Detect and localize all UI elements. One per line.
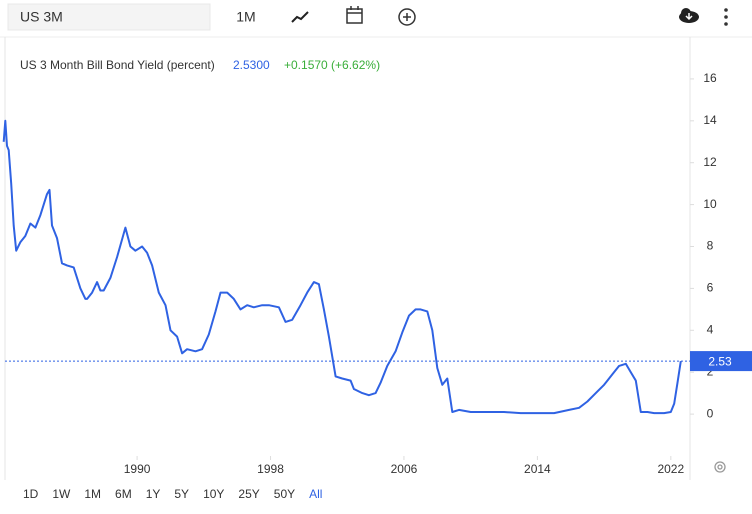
y-tick-label: 4 [707,322,714,336]
x-tick-label: 2022 [657,462,684,476]
y-tick-label: 10 [703,197,717,211]
range-button[interactable]: 25Y [238,487,259,501]
range-button[interactable]: 1D [23,487,39,501]
last-value: 2.5300 [233,58,270,72]
range-button[interactable]: 50Y [274,487,295,501]
x-tick-label: 1998 [257,462,284,476]
last-value-tag [690,351,752,372]
y-tick-label: 14 [703,113,717,127]
x-tick-label: 1990 [124,462,151,476]
range-button[interactable]: 1W [52,487,71,501]
series-title: US 3 Month Bill Bond Yield (percent) [20,58,215,72]
range-button[interactable]: 10Y [203,487,224,501]
last-value-tag-label: 2.53 [708,354,732,368]
calendar-icon[interactable] [346,6,363,24]
x-tick-label: 2014 [524,462,551,476]
change: +0.1570 (+6.62%) [284,58,380,72]
search-box[interactable] [7,3,211,31]
range-button[interactable]: 5Y [174,487,189,501]
chart-type-icon[interactable] [291,11,309,23]
range-button[interactable]: All [309,487,322,501]
y-tick-label: 6 [707,281,714,295]
y-tick-label: 8 [707,239,714,253]
add-icon[interactable] [398,8,416,26]
menu-icon[interactable] [724,8,728,26]
y-tick-label: 0 [707,406,714,420]
y-tick-label: 2 [707,364,714,378]
range-button[interactable]: 1Y [146,487,161,501]
search-text[interactable]: US 3M [20,9,63,25]
x-tick-label: 2006 [391,462,418,476]
y-tick-label: 16 [703,71,717,85]
interval-button[interactable]: 1M [236,9,255,25]
range-button[interactable]: 6M [115,487,132,501]
download-icon[interactable] [679,8,699,23]
y-tick-label: 12 [703,155,717,169]
settings-icon[interactable] [714,461,726,473]
range-button[interactable]: 1M [84,487,101,501]
line-series [2,119,682,415]
